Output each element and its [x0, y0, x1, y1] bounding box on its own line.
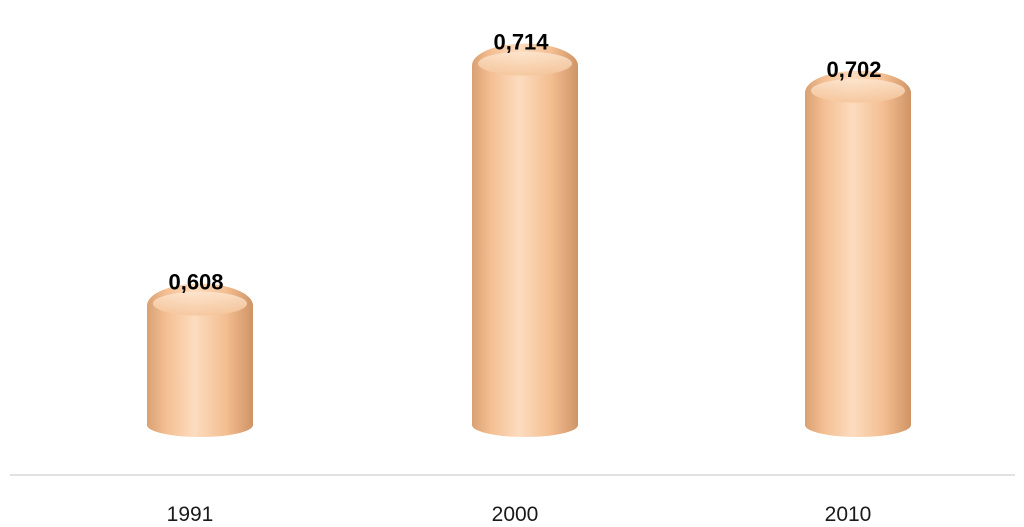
bar-body [147, 283, 253, 437]
bar-1991 [147, 283, 253, 437]
bar-cap [811, 78, 905, 103]
x-tick-labels-group: 1991 2000 2010 [167, 503, 872, 526]
data-label-2000: 0,714 [493, 30, 549, 55]
bars-group [147, 43, 911, 438]
bar-cap [478, 51, 572, 76]
x-tick-label-1991: 1991 [167, 503, 214, 526]
data-label-2010: 0,702 [826, 57, 881, 82]
data-label-1991: 0,608 [168, 270, 223, 295]
data-labels-group: 0,608 0,714 0,702 [168, 30, 881, 295]
bar-cap [153, 291, 247, 316]
bar-2000 [472, 43, 578, 438]
bar-2010 [805, 70, 911, 437]
x-tick-label-2010: 2010 [825, 503, 872, 526]
x-tick-label-2000: 2000 [492, 503, 539, 526]
bar-body [805, 70, 911, 437]
bar-body [472, 43, 578, 438]
